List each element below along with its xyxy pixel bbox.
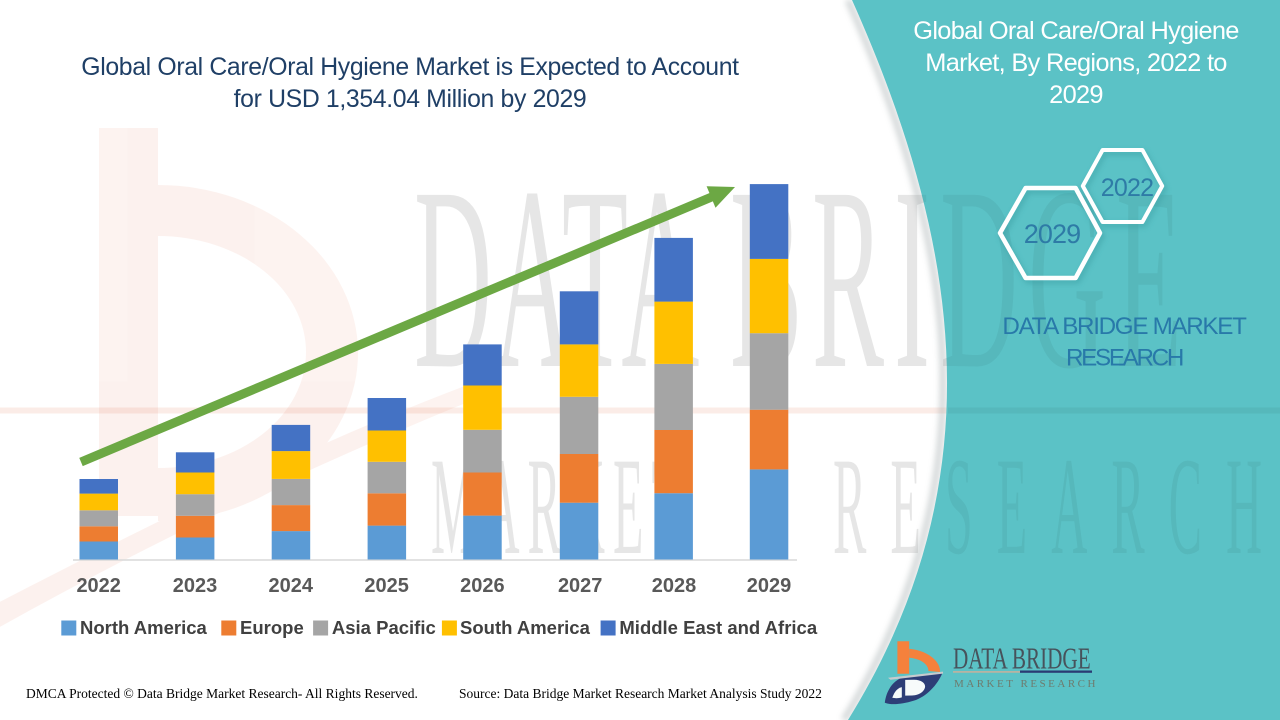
svg-text:DATA: DATA <box>414 135 701 424</box>
svg-text:RESEARCH: RESEARCH <box>1066 345 1183 372</box>
svg-text:DATA BRIDGE: DATA BRIDGE <box>953 640 1091 675</box>
svg-text:South America: South America <box>460 617 591 638</box>
svg-text:DMCA Protected © Data Bridge M: DMCA Protected © Data Bridge Market Rese… <box>26 686 418 701</box>
svg-text:2025: 2025 <box>364 575 409 597</box>
svg-text:Market, By Regions, 2022 to: Market, By Regions, 2022 to <box>925 49 1227 77</box>
svg-text:Europe: Europe <box>240 617 304 638</box>
svg-text:Middle East and Africa: Middle East and Africa <box>619 617 817 638</box>
svg-text:2028: 2028 <box>652 575 697 597</box>
svg-text:Asia Pacific: Asia Pacific <box>332 617 436 638</box>
svg-text:2022: 2022 <box>1101 174 1153 202</box>
svg-text:2029: 2029 <box>1024 219 1080 249</box>
svg-text:MARKET RESEARCH: MARKET RESEARCH <box>954 678 1098 690</box>
svg-text:2029: 2029 <box>1049 81 1103 109</box>
svg-text:2022: 2022 <box>76 575 121 597</box>
svg-text:Global Oral Care/Oral Hygiene: Global Oral Care/Oral Hygiene Market is … <box>81 54 739 81</box>
svg-text:2023: 2023 <box>173 575 218 597</box>
svg-text:DATA BRIDGE MARKET: DATA BRIDGE MARKET <box>1002 313 1247 340</box>
svg-text:Global Oral Care/Oral Hygiene: Global Oral Care/Oral Hygiene <box>913 17 1238 45</box>
svg-text:2026: 2026 <box>460 575 505 597</box>
svg-text:North America: North America <box>80 617 208 638</box>
svg-text:2027: 2027 <box>558 575 603 597</box>
svg-text:2029: 2029 <box>747 575 792 597</box>
svg-text:Source: Data Bridge Market Res: Source: Data Bridge Market Research Mark… <box>459 686 822 701</box>
svg-text:2024: 2024 <box>269 575 314 597</box>
svg-text:for USD 1,354.04 Million by 20: for USD 1,354.04 Million by 2029 <box>234 86 587 113</box>
